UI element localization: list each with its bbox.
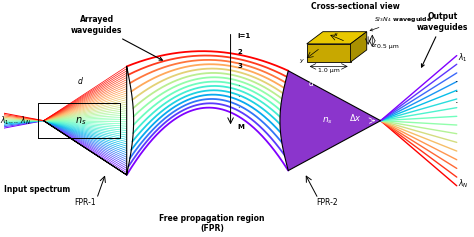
Text: d: d: [309, 79, 314, 88]
Text: $\lambda_N$: $\lambda_N$: [458, 177, 468, 190]
Text: 3: 3: [237, 63, 242, 69]
Text: ·: ·: [455, 87, 458, 97]
Text: x: x: [333, 32, 337, 37]
Polygon shape: [307, 44, 351, 62]
Text: 0.5 μm: 0.5 μm: [377, 44, 399, 49]
Polygon shape: [280, 71, 381, 171]
Text: Output
waveguides: Output waveguides: [417, 12, 469, 67]
Polygon shape: [351, 32, 367, 62]
Text: z: z: [372, 43, 375, 48]
Text: Cross-sectional view: Cross-sectional view: [311, 2, 400, 11]
Text: Arrayed
waveguides: Arrayed waveguides: [71, 15, 163, 60]
Polygon shape: [307, 32, 367, 44]
Text: Input spectrum: Input spectrum: [4, 185, 71, 194]
Text: $Si_3N_4$ waveguide: $Si_3N_4$ waveguide: [370, 15, 432, 31]
Text: y: y: [299, 58, 303, 63]
Text: FPR-1: FPR-1: [74, 198, 96, 207]
Text: .: .: [237, 79, 240, 88]
Text: .: .: [237, 90, 240, 99]
Text: .: .: [237, 101, 240, 110]
Text: i=1: i=1: [237, 33, 251, 39]
Text: $\lambda_1$.... $\lambda_N$: $\lambda_1$.... $\lambda_N$: [0, 114, 31, 127]
Text: $n_s$: $n_s$: [322, 115, 333, 126]
Text: FPR-2: FPR-2: [317, 198, 338, 207]
Text: $n_s$: $n_s$: [75, 115, 86, 127]
Text: Free propagation region
(FPR): Free propagation region (FPR): [159, 214, 265, 233]
Text: 2: 2: [237, 49, 242, 55]
Text: M: M: [237, 124, 245, 130]
Text: $\lambda_1$: $\lambda_1$: [458, 51, 467, 64]
Text: $\Delta x$: $\Delta x$: [349, 112, 362, 123]
Text: ·: ·: [455, 98, 458, 108]
Text: ·: ·: [455, 77, 458, 87]
Text: 1.0 μm: 1.0 μm: [318, 68, 339, 73]
Text: d: d: [78, 77, 83, 86]
